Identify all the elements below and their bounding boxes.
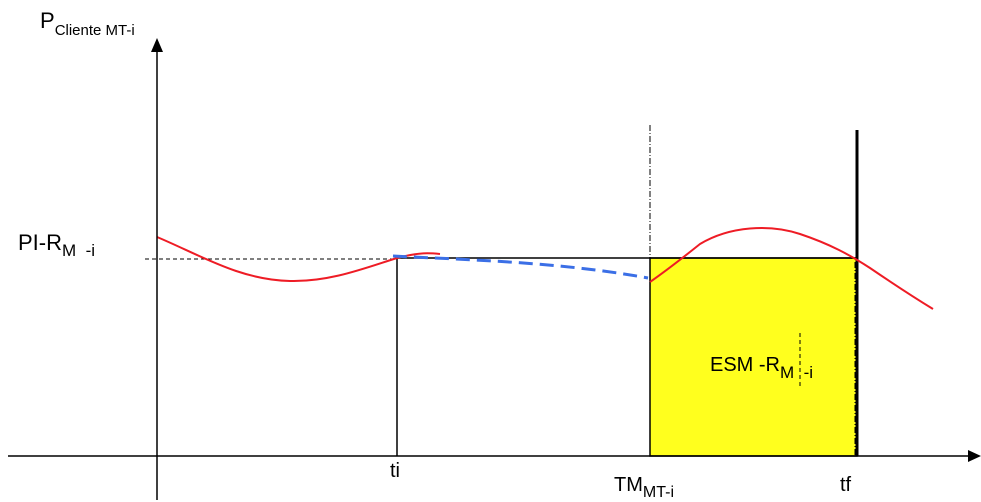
energy-area <box>649 257 858 457</box>
tick-tm-sub: MT-i <box>643 484 674 501</box>
x-axis-arrow <box>968 450 981 462</box>
tick-tm: TMMT-i <box>614 474 674 501</box>
client-power-curve-right <box>649 227 934 310</box>
y-axis-label: PCliente MT-i <box>40 8 135 39</box>
tick-ti: ti <box>390 460 400 482</box>
y-axis-arrow <box>151 38 163 52</box>
y-axis-label-sub: Cliente MT-i <box>55 22 135 39</box>
projection-dashed-curve <box>392 254 649 280</box>
tick-tf: tf <box>840 474 852 496</box>
area-label-sub: M -i <box>780 363 813 382</box>
area-label: ESM -RM -i <box>710 354 813 382</box>
level-label-sub: M -i <box>62 241 95 260</box>
client-power-curve <box>156 236 441 283</box>
level-label: PI-RM -i <box>18 230 95 260</box>
